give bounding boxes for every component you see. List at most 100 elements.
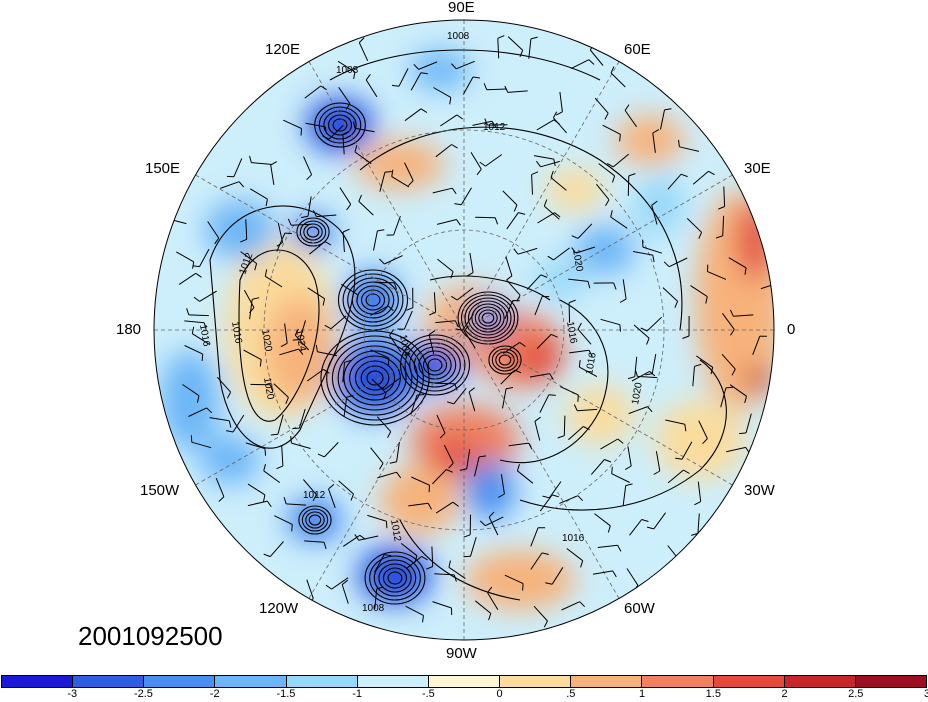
wind-barb [517,470,534,484]
wind-barb-flag [266,500,272,508]
wind-barb [728,257,747,269]
wind-barb [517,247,538,255]
wind-barb-flag [519,341,526,347]
wind-barb-flag [651,200,658,206]
wind-barb-flag [573,404,578,412]
isobar-ring [342,273,404,327]
isobar-ring [364,551,426,605]
wind-barb [307,368,324,382]
wind-barb [448,566,466,580]
wind-barb-flag [725,386,733,389]
wind-barb [504,574,524,585]
wind-barb [655,451,661,472]
wind-barb-flag [196,395,200,403]
wind-barb-flag [413,63,419,70]
wind-barb [316,214,337,218]
wind-barb [304,540,325,543]
wind-barb-flag [617,438,624,444]
wind-barb-flag [604,112,609,120]
wind-barb [568,278,589,282]
anomaly-patch [745,368,774,392]
wind-barb [291,223,312,226]
wind-barb-flag [382,392,387,400]
wind-barb-flag [420,72,428,75]
wind-barb-flag [543,199,548,207]
wind-barb-flag [487,586,493,593]
wind-barb [410,394,418,415]
isobar-label: 1020 [570,249,585,273]
isobar-ring [373,559,417,597]
wind-barb [508,442,529,447]
wind-barb [723,186,726,207]
wind-barb [299,320,306,340]
isobar-ring [365,293,381,307]
anomaly-patch [535,260,585,300]
wind-barb [443,444,454,464]
polar-map: 1008 1008 1012 1012 1012 1016 1016 1016 … [153,19,775,641]
colorbar-tick-label: 2 [781,688,788,700]
wind-barb [317,351,338,357]
wind-barb-flag [408,180,414,187]
wind-barb [652,132,656,153]
wind-barb [456,287,474,301]
wind-barb [184,345,203,355]
wind-barb-flag [607,525,611,533]
wind-barb [281,445,284,466]
wind-barb-flag [306,174,312,181]
wind-barb-flag [571,247,577,254]
colorbar-tick-label: 1 [639,688,646,700]
wind-barb-flag [545,582,553,585]
wind-barb [303,156,313,175]
wind-barb [215,478,225,497]
wind-barb-flag [249,155,252,163]
wind-barb-flag [676,560,681,568]
wind-barb-flag [406,307,414,311]
isobar-ring [369,555,421,601]
isobar-line [329,49,601,81]
wind-barb [303,479,317,496]
wind-barb-flag [718,206,725,210]
wind-barb-flag [270,433,278,436]
colorbar-swatch [428,676,501,687]
colorbar-tick-label: 0 [496,688,503,700]
wind-barb [504,300,514,319]
isobar-contours [209,49,727,605]
wind-barb [633,251,653,256]
wind-barb [488,516,499,536]
wind-barb [243,289,255,308]
isobar-ring [360,365,390,391]
wind-barb [400,543,418,557]
wind-barb-flag [358,37,365,43]
wind-barb [192,333,210,345]
latitude-circle [363,229,565,431]
wind-barb [358,201,374,216]
wind-barb-flag [324,324,332,330]
wind-barb-flag [377,229,385,232]
wind-barb-flag [552,111,558,119]
wind-barb [531,174,533,195]
wind-barb-flag [451,144,458,149]
wind-barb [697,513,700,534]
lon-label-30w: 30W [744,482,775,499]
wind-barb-flag [625,483,633,487]
colorbar-tick-label: .5 [566,688,576,700]
wind-barb-flag [356,294,359,303]
wind-barb [590,459,605,475]
anomaly-patch [518,340,562,380]
wind-barb-flag [317,453,325,458]
wind-barb-flag [557,435,565,439]
wind-barb [686,218,702,233]
wind-barb [436,219,457,225]
isobar-line [499,299,609,464]
wind-barb [434,573,455,576]
wind-barb [507,36,524,51]
wind-barb [487,592,499,610]
wind-barb-flag [218,496,225,502]
colorbar-tick-label: 2.5 [848,688,864,700]
meridian-line [195,174,733,486]
wind-barb-flag [543,620,548,628]
isobar-ring [337,345,413,411]
isobar-ring [422,354,448,376]
wind-barb-flag [456,219,461,226]
wind-barb [207,221,220,239]
